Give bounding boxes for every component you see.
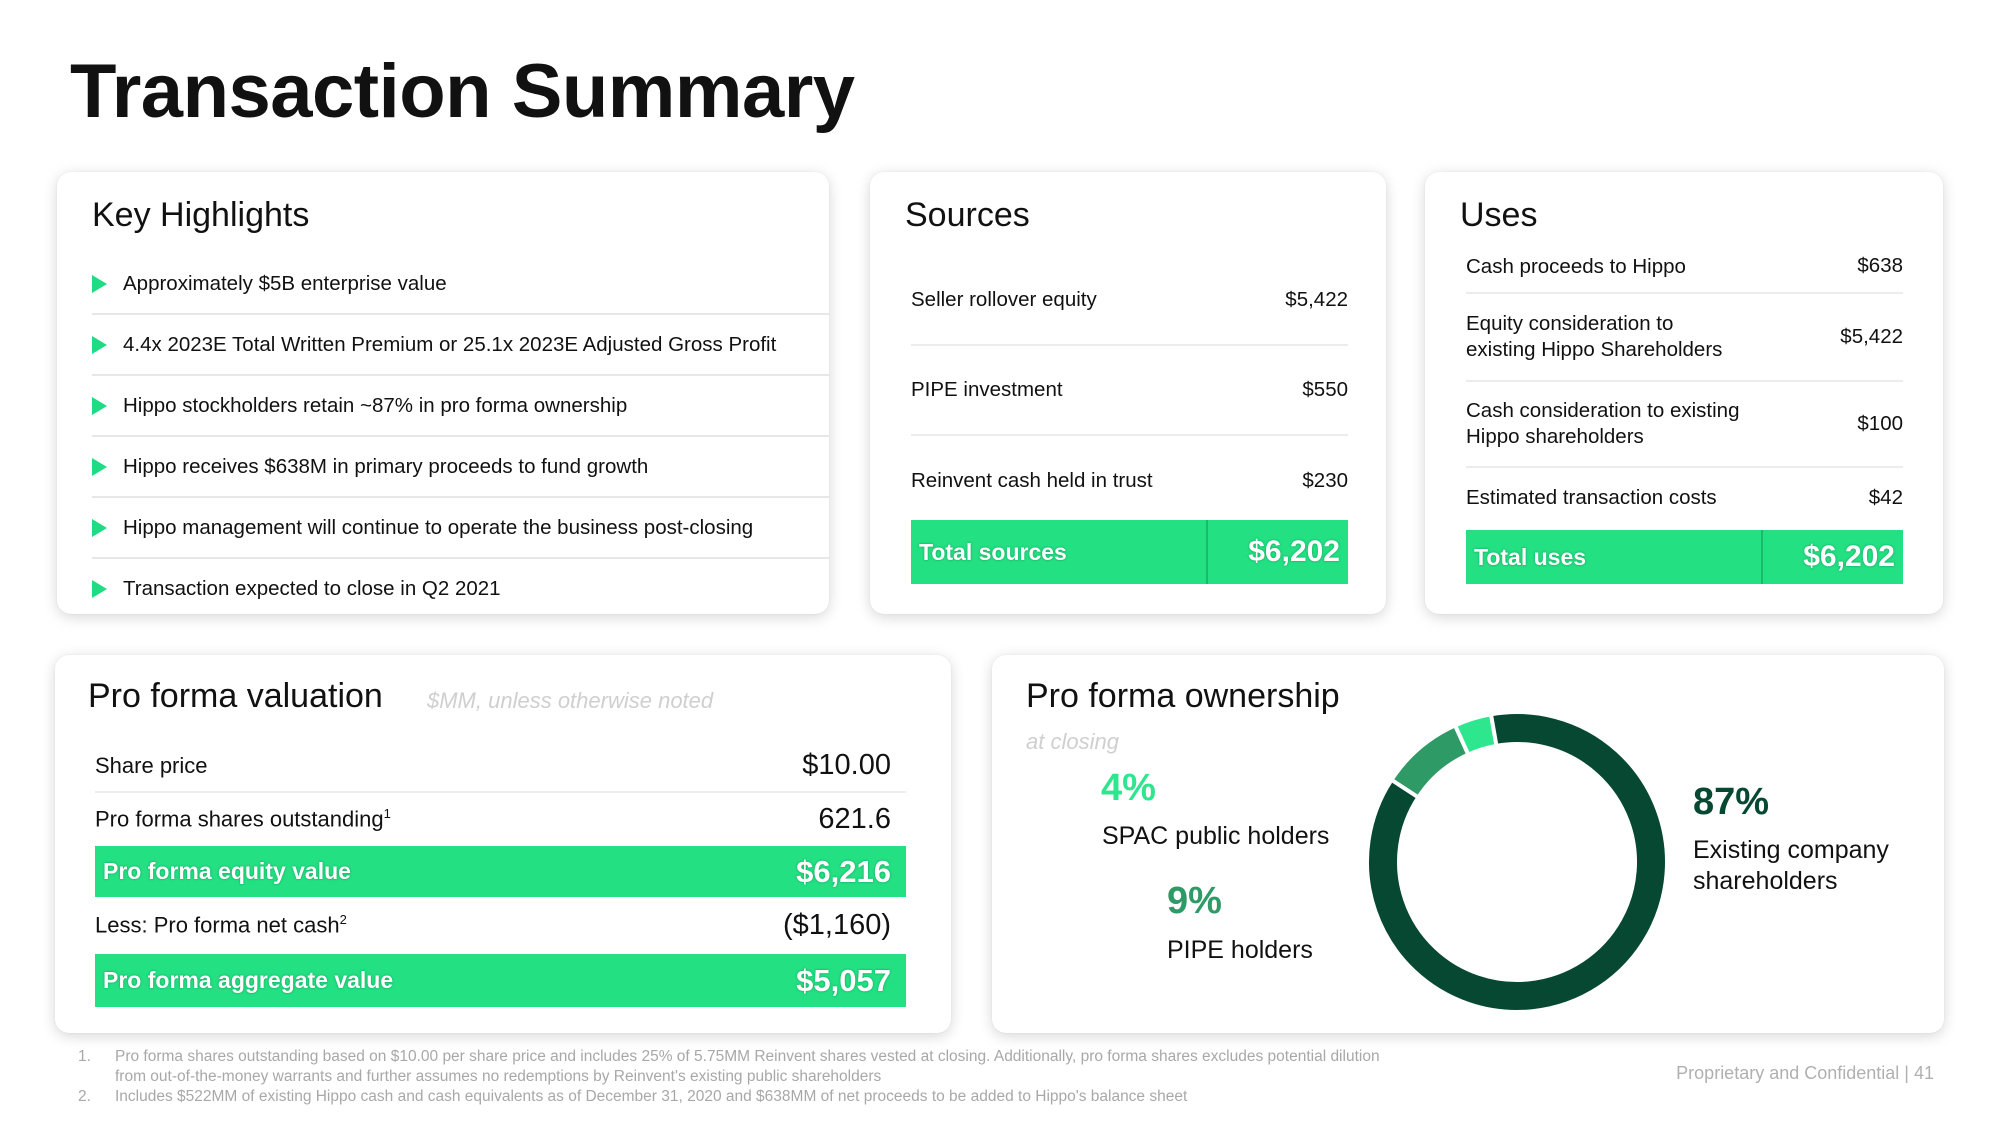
list-item: Hippo stockholders retain ~87% in pro fo… [92,376,829,437]
footnote-2: 2. Includes $522MM of existing Hippo cash… [78,1088,1188,1106]
sources-table: Seller rollover equity $5,422 PIPE invest… [911,256,1348,526]
triangle-bullet-icon [92,457,107,476]
uses-table: Cash proceeds to Hippo $638 Equity consid… [1466,254,1903,528]
spac-public-pct: 4% [1101,767,1156,809]
list-item: Hippo management will continue to operat… [92,498,829,559]
total-uses-row: Total uses $6,202 [1466,530,1903,584]
footnote-1-marker: 1 [383,806,391,822]
list-item: Approximately $5B enterprise value [92,254,829,315]
table-row: Reinvent cash held in trust $230 [911,468,1348,492]
shares-outstanding-row: Pro forma shares outstanding1 621.6 [95,803,891,835]
total-sources-row: Total sources $6,202 [911,520,1348,584]
footnote-1: 1. Pro forma shares outstanding based on … [78,1048,1380,1085]
net-cash-row: Less: Pro forma net cash2 ($1,160) [95,909,891,941]
uses-card: Uses Cash proceeds to Hippo $638 Equity c… [1425,172,1943,614]
sources-title: Sources [905,196,1030,234]
pro-forma-valuation-card: Pro forma valuation $MM, unless otherwis… [55,655,951,1033]
triangle-bullet-icon [92,518,107,537]
footnote-2-marker: 2 [339,912,347,928]
pipe-pct: 9% [1167,880,1222,922]
triangle-bullet-icon [92,274,107,293]
highlights-list: Approximately $5B enterprise value 4.4x … [92,254,829,618]
valuation-units-note: $MM, unless otherwise noted [427,688,714,713]
table-row: Estimated transaction costs $42 [1466,485,1903,509]
sources-card: Sources Seller rollover equity $5,422 PIP… [870,172,1386,614]
valuation-table: Share price $10.00 Pro forma shares outst… [95,740,906,1007]
confidential-page-number: Proprietary and Confidential | 41 [1676,1063,1934,1083]
existing-shareholders-slice [1365,710,1669,1014]
uses-title: Uses [1460,196,1538,234]
spac-public-label: SPAC public holders [1102,822,1330,850]
existing-shareholders-label: Existing company shareholders [1693,836,1889,896]
ownership-donut-chart [1365,710,1669,1014]
share-price-row: Share price $10.00 [95,740,906,793]
existing-shareholders-pct: 87% [1693,781,1770,823]
list-item: Transaction expected to close in Q2 2021 [92,559,829,618]
ownership-title: Pro forma ownership [1026,677,1340,715]
triangle-bullet-icon [92,396,107,415]
table-row: Equity consideration to existing Hippo Sh… [1466,294,1903,382]
equity-value-row: Pro forma equity value $6,216 [95,846,906,897]
key-highlights-title: Key Highlights [92,196,310,234]
list-item: 4.4x 2023E Total Written Premium or 25.1… [92,315,829,376]
table-row: Cash consideration to existing Hippo shar… [1466,382,1903,468]
table-row: PIPE investment $550 [911,346,1348,436]
pipe-label: PIPE holders [1167,936,1313,964]
pro-forma-ownership-card: Pro forma ownership at closing 4% SPAC p… [992,655,1944,1033]
page-title: Transaction Summary [70,49,855,134]
table-row: Cash proceeds to Hippo $638 [1466,254,1903,294]
table-row: Seller rollover equity $5,422 [911,256,1348,346]
footnotes: 1. Pro forma shares outstanding based on … [78,1047,1380,1107]
valuation-title: Pro forma valuation [88,677,383,715]
triangle-bullet-icon [92,579,107,598]
key-highlights-card: Key Highlights Approximately $5B enterpr… [57,172,829,614]
ownership-subtitle: at closing [1026,729,1119,754]
triangle-bullet-icon [92,335,107,354]
aggregate-value-row: Pro forma aggregate value $5,057 [95,954,906,1007]
list-item: Hippo receives $638M in primary proceeds… [92,437,829,498]
